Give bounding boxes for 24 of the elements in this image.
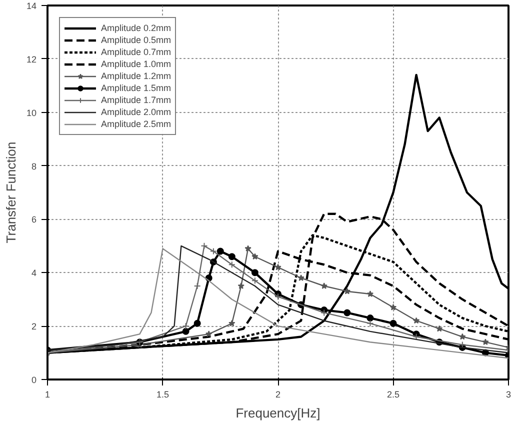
legend-label: Amplitude 1.7mm: [101, 94, 172, 106]
legend-label: Amplitude 2.0mm: [101, 106, 172, 118]
y-tick-label: 14: [26, 1, 37, 11]
legend-label: Amplitude 1.5mm: [101, 82, 172, 94]
y-tick-label: 0: [31, 375, 37, 385]
legend-label: Amplitude 2.5mm: [101, 118, 172, 130]
y-tick-label: 2: [31, 322, 37, 332]
x-tick-label: 3: [506, 390, 512, 400]
x-tick-label: 2.5: [386, 390, 400, 400]
legend-label: Amplitude 0.7mm: [101, 46, 172, 58]
y-tick-label: 8: [31, 161, 37, 172]
x-tick-label: 2: [275, 390, 281, 400]
x-axis-title: Frequency[Hz]: [236, 406, 320, 420]
legend-label: Amplitude 1.0mm: [101, 58, 172, 70]
x-tick-label: 1: [44, 390, 50, 400]
legend-label: Amplitude 0.2mm: [101, 22, 172, 34]
legend-label: Amplitude 1.2mm: [101, 70, 172, 82]
x-tick-label: 1.5: [156, 390, 170, 400]
y-tick-label: 4: [31, 268, 37, 278]
y-tick-label: 10: [26, 108, 37, 118]
legend-label: Amplitude 0.5mm: [101, 34, 172, 46]
y-tick-label: 6: [31, 214, 37, 225]
y-axis-title: Transfer Function: [3, 142, 18, 244]
y-tick-label: 12: [26, 54, 37, 64]
